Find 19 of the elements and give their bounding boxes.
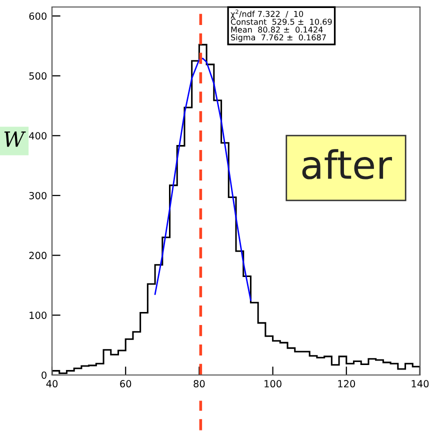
x-tick-label: 140	[412, 380, 429, 388]
y-tick-label: 400	[29, 132, 46, 140]
annotation: χ$^{2}$/ndf 7.322 / 10	[230, 10, 304, 19]
annotation: after	[302, 149, 392, 180]
annotation: Sigma 7.762 ± 0.1687	[231, 34, 326, 42]
x-tick-label: 100	[264, 380, 282, 388]
annotation: Mean 80.82 ± 0.1424	[231, 26, 323, 33]
y-tick-label: 200	[29, 252, 46, 260]
y-tick-label: 600	[29, 12, 46, 20]
y-tick-label: 500	[29, 72, 46, 80]
y-tick-label: 300	[29, 192, 46, 200]
x-tick-label: 40	[46, 380, 58, 388]
annotation: Constant 529.5 ± 10.69	[230, 18, 332, 25]
y-tick-label: 100	[30, 312, 46, 319]
text: W	[4, 132, 26, 147]
x-tick-label: 80	[194, 380, 205, 388]
y-tick-label: 0	[42, 371, 46, 379]
x-tick-label: 120	[338, 380, 356, 388]
x-tick-label: 60	[120, 380, 132, 388]
